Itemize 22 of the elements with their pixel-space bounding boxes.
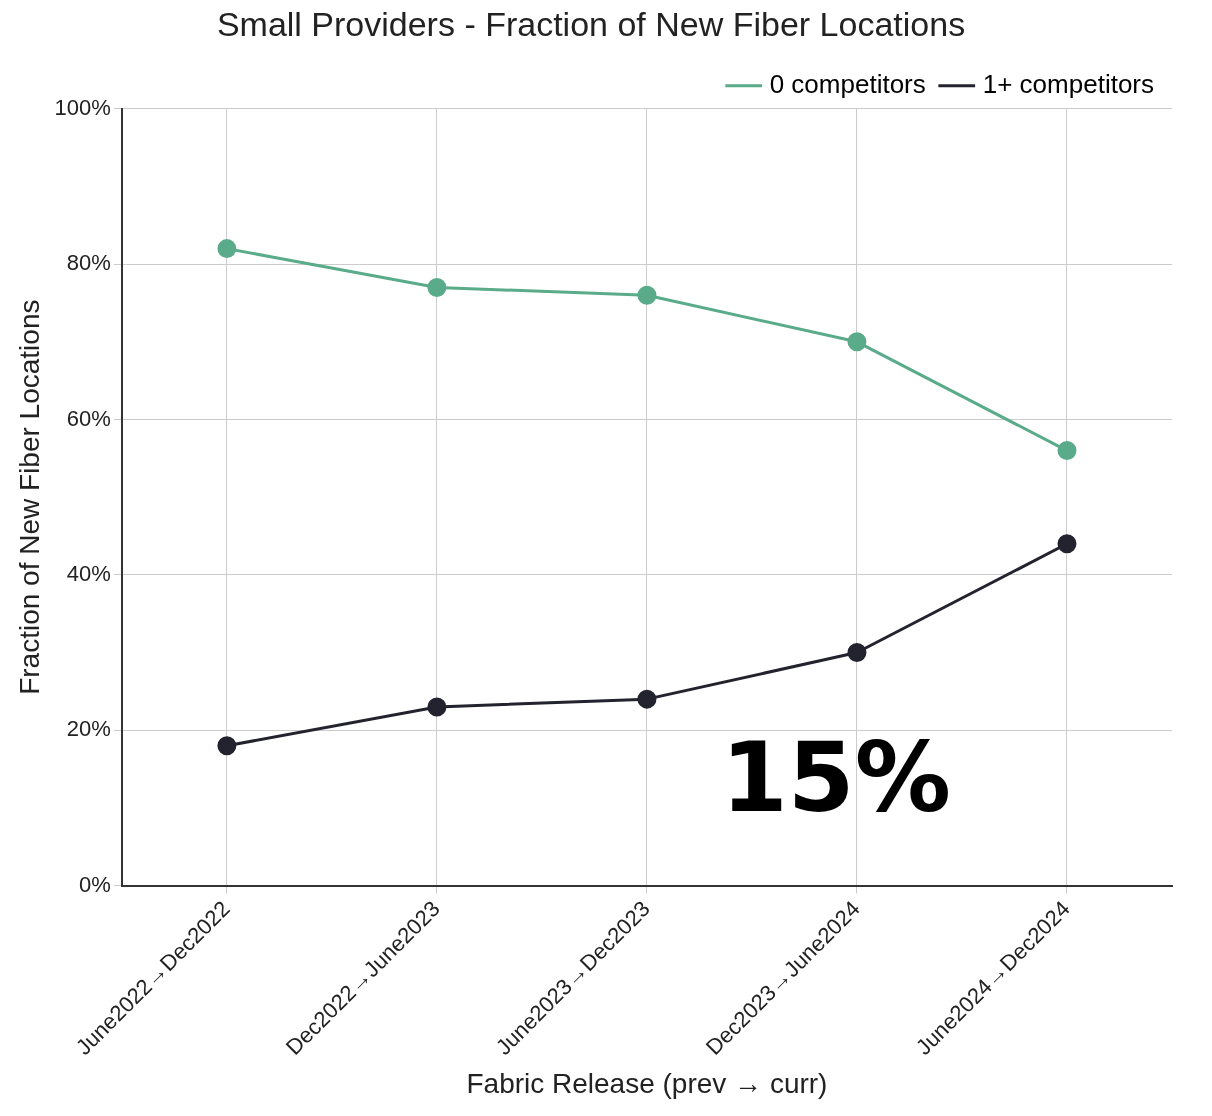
point [1057,441,1077,461]
point [637,689,657,709]
point [427,277,447,297]
x-axis-title: Fabric Release (prev → curr) [466,1067,828,1099]
legend-label: 0 competitors [769,68,926,99]
y-axis-title: Fraction of New Fiber Locations [13,299,45,695]
y-tick-label: 80% [66,250,111,276]
point [637,285,657,305]
point [847,643,867,663]
legend-label: 1+ competitors [982,68,1154,99]
y-tick-label: 0% [79,871,111,897]
y-tick-label: 100% [54,94,111,120]
point [217,736,237,756]
point [1057,534,1077,554]
point [847,332,867,352]
point [427,697,447,717]
chart-title: Small Providers - Fraction of New Fiber Locations [216,4,966,43]
y-tick-label: 20% [66,716,111,742]
point [217,239,237,259]
y-tick-label: 60% [66,405,111,431]
annotation: 15% [721,721,951,834]
y-tick-label: 40% [66,560,111,586]
